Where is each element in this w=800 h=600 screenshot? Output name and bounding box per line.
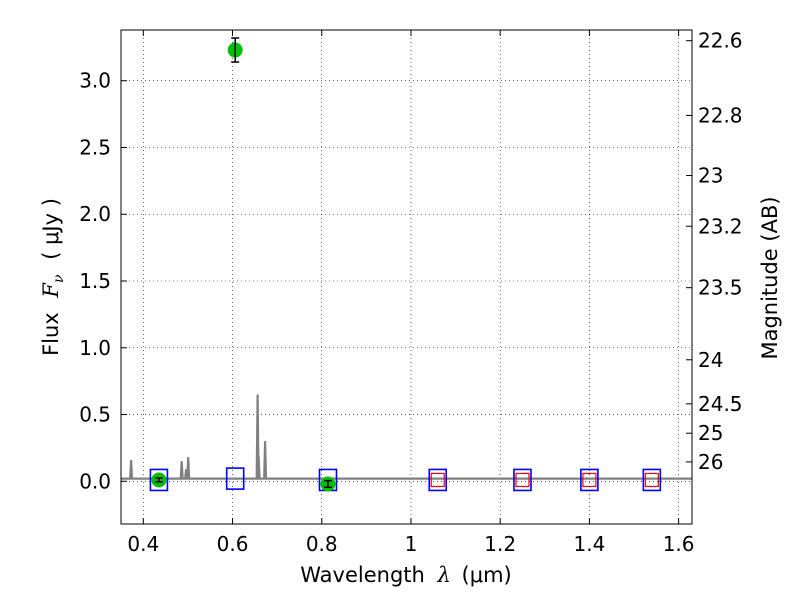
model-photometry-box bbox=[580, 468, 599, 492]
model-photometry-box bbox=[225, 467, 245, 490]
magnitude-tick-label: 24 bbox=[698, 348, 723, 372]
observed-upper-limit-box bbox=[582, 472, 597, 488]
x-axis-ticks: 0.4 0.6 0.8 1 1.2 1.4 1.6 bbox=[127, 30, 695, 556]
y-tick-label: 2.5 bbox=[79, 135, 111, 159]
y-tick-label: 1.5 bbox=[79, 269, 111, 293]
x-axis-title: Wavelength λ (μm) bbox=[300, 563, 511, 587]
model-photometry-box bbox=[513, 468, 532, 492]
y-tick-label: 1.0 bbox=[79, 336, 111, 360]
magnitude-tick-label: 22.6 bbox=[698, 29, 743, 53]
photometry-points bbox=[149, 37, 662, 492]
magnitude-tick-label: 25 bbox=[698, 421, 723, 445]
y-tick-label: 0.0 bbox=[79, 469, 111, 493]
observed-upper-limit-box bbox=[430, 472, 445, 488]
magnitude-tick-label: 23.5 bbox=[698, 276, 743, 300]
x-tick-label: 0.4 bbox=[127, 532, 159, 556]
x-tick-label: 1.4 bbox=[573, 532, 605, 556]
y-tick-label: 2.0 bbox=[79, 202, 111, 226]
magnitude-tick-label: 22.8 bbox=[698, 103, 743, 127]
y-tick-label: 0.5 bbox=[79, 403, 111, 427]
model-spectrum bbox=[121, 394, 692, 480]
model-photometry-box bbox=[642, 468, 662, 492]
magnitude-tick-label: 26 bbox=[698, 450, 723, 474]
x-tick-label: 0.8 bbox=[306, 532, 338, 556]
right-axis-title: Magnitude (AB) bbox=[758, 196, 782, 359]
plot-frame bbox=[120, 29, 693, 525]
model-photometry-box bbox=[149, 468, 169, 492]
magnitude-axis-ticks: 22.6 22.8 23 23.2 23.5 24 24.5 25 26 bbox=[686, 29, 743, 474]
spectrum-line bbox=[121, 394, 692, 480]
y-axis-title: Flux Fν ( μJy ) bbox=[39, 198, 68, 356]
x-tick-label: 1.6 bbox=[663, 532, 695, 556]
grid-lines bbox=[121, 30, 692, 524]
x-tick-label: 1.2 bbox=[484, 532, 516, 556]
y-axis-ticks: 0.0 0.5 1.0 1.5 2.0 2.5 3.0 bbox=[79, 69, 127, 493]
observed-upper-limit-box bbox=[644, 472, 659, 488]
model-photometry-box bbox=[428, 468, 448, 492]
x-tick-label: 0.6 bbox=[217, 532, 249, 556]
magnitude-tick-label: 24.5 bbox=[698, 392, 743, 416]
x-tick-label: 1 bbox=[405, 532, 418, 556]
magnitude-tick-label: 23.2 bbox=[698, 214, 743, 238]
y-tick-label: 3.0 bbox=[79, 69, 111, 93]
observed-upper-limit-box bbox=[515, 472, 530, 488]
magnitude-tick-label: 23 bbox=[698, 164, 723, 188]
